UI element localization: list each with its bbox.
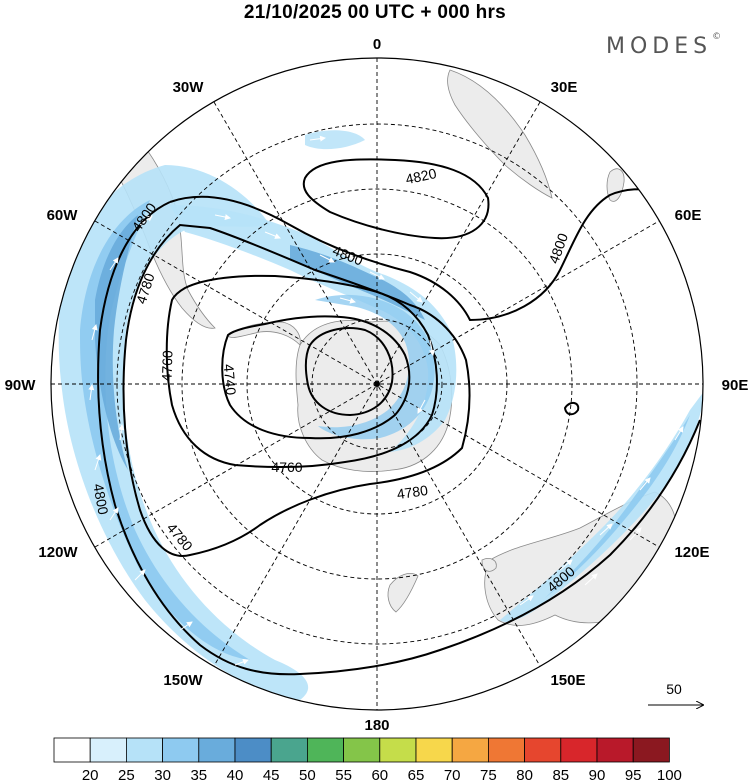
- colorbar-swatch: [596, 737, 634, 763]
- colorbar-tick-label: 95: [625, 767, 642, 782]
- colorbar-swatch: [234, 737, 272, 763]
- madagascar: [606, 168, 625, 202]
- contour-4760: [165, 274, 438, 468]
- colorbar-tick-label: 75: [480, 767, 497, 782]
- colorbar-swatch: [198, 737, 236, 763]
- brand-logo: MODES©: [606, 32, 722, 59]
- colorbar-tick-label: 60: [371, 767, 388, 782]
- contour-label: 4780: [164, 520, 196, 554]
- colorbar-tick-label: 25: [118, 767, 135, 782]
- colorbar-swatch: [89, 737, 127, 763]
- colorbar-tick-label: 65: [408, 767, 425, 782]
- polar-map: 4820 4800 4800 4800 4780 4760 4740 4760 …: [5, 36, 749, 730]
- colorbar-swatch: [524, 737, 562, 763]
- colorbar-swatch: [379, 737, 417, 763]
- lon-label-60w: 60W: [47, 207, 79, 224]
- longitude-labels: 0 30E 60E 90E 120E 150E 180 150W 120W 90…: [5, 36, 749, 730]
- lon-label-120w: 120W: [38, 544, 78, 561]
- tasmania: [481, 558, 497, 572]
- contour-4800-west: [97, 201, 701, 676]
- brand-name: MODES: [606, 34, 713, 59]
- height-contours: [97, 158, 701, 676]
- contour-small-loop: [563, 402, 580, 416]
- colorbar-swatch: [126, 737, 164, 763]
- colorbar-swatch: [632, 737, 670, 763]
- contour-label: 4740: [221, 363, 240, 396]
- contour-label: 4760: [158, 350, 175, 382]
- jet-west-outer: [58, 165, 309, 700]
- lon-label-90w: 90W: [5, 377, 37, 394]
- wind-vectors: [88, 135, 684, 666]
- map-boundary: [50, 57, 704, 711]
- africa: [447, 69, 553, 199]
- colorbar-tick-label: 85: [552, 767, 569, 782]
- contour-label: 4760: [271, 459, 302, 475]
- contour-4740: [221, 315, 411, 440]
- contour-label: 4820: [404, 165, 438, 187]
- wind-speed-shading: [58, 130, 703, 700]
- colorbar-tick-label: 90: [589, 767, 606, 782]
- lon-label-180: 180: [364, 717, 389, 730]
- colorbar-swatch: [487, 737, 525, 763]
- colorbar-swatch: [306, 737, 344, 763]
- lon-label-90e: 90E: [722, 377, 749, 394]
- lon-label-0: 0: [373, 36, 381, 53]
- lon-label-60e: 60E: [675, 207, 702, 224]
- colorbar-swatch: [53, 737, 91, 763]
- colorbar-swatch: [270, 737, 308, 763]
- colorbar-swatch: [451, 737, 489, 763]
- colorbar-tick-label: 20: [82, 767, 99, 782]
- colorbar-swatch: [162, 737, 200, 763]
- contour-low-inner: [304, 327, 394, 417]
- colorbar-labels: 20 25 30 35 40 45 50 55 60 65 70 75 80 85 90 95 100: [82, 767, 682, 782]
- colorbar-tick-label: 45: [263, 767, 280, 782]
- south-pole-marker: [374, 381, 380, 387]
- colorbar-tick-label: 100: [657, 767, 682, 782]
- colorbar-tick-label: 35: [190, 767, 207, 782]
- lon-label-30w: 30W: [173, 79, 205, 96]
- map-content: 4820 4800 4800 4800 4780 4760 4740 4760 …: [51, 58, 703, 710]
- contour-label: 4780: [396, 482, 429, 502]
- reference-vector-label: 50: [666, 681, 682, 697]
- colorbar-tick-label: 80: [516, 767, 533, 782]
- contour-4820: [302, 158, 490, 240]
- contour-label: 4800: [545, 231, 571, 266]
- jet-atlantic-core: [290, 245, 425, 320]
- new-zealand: [387, 573, 419, 613]
- contour-4800-north: [169, 188, 701, 322]
- contour-label: 4800: [90, 482, 111, 516]
- lon-label-150w: 150W: [163, 672, 203, 689]
- reference-vector: 50: [648, 681, 703, 705]
- colorbar-tick-label: 40: [227, 767, 244, 782]
- lon-label-30e: 30E: [551, 79, 578, 96]
- jet-west-core: [95, 215, 138, 470]
- lon-label-120e: 120E: [674, 544, 709, 561]
- polar-ring: [315, 294, 435, 440]
- jet-south-atlantic: [305, 130, 365, 150]
- colorbar-swatch: [343, 737, 381, 763]
- colorbar-boxes: [53, 737, 670, 763]
- lon-label-150e: 150E: [550, 672, 585, 689]
- colorbar-swatch: [415, 737, 453, 763]
- colorbar-tick-label: 50: [299, 767, 316, 782]
- map-title: 21/10/2025 00 UTC + 000 hrs: [243, 2, 507, 23]
- colorbar-tick-label: 30: [154, 767, 171, 782]
- brand-copyright-mark: ©: [712, 32, 722, 42]
- colorbar-tick-label: 70: [444, 767, 461, 782]
- colorbar-swatch: [560, 737, 598, 763]
- colorbar-tick-label: 55: [335, 767, 352, 782]
